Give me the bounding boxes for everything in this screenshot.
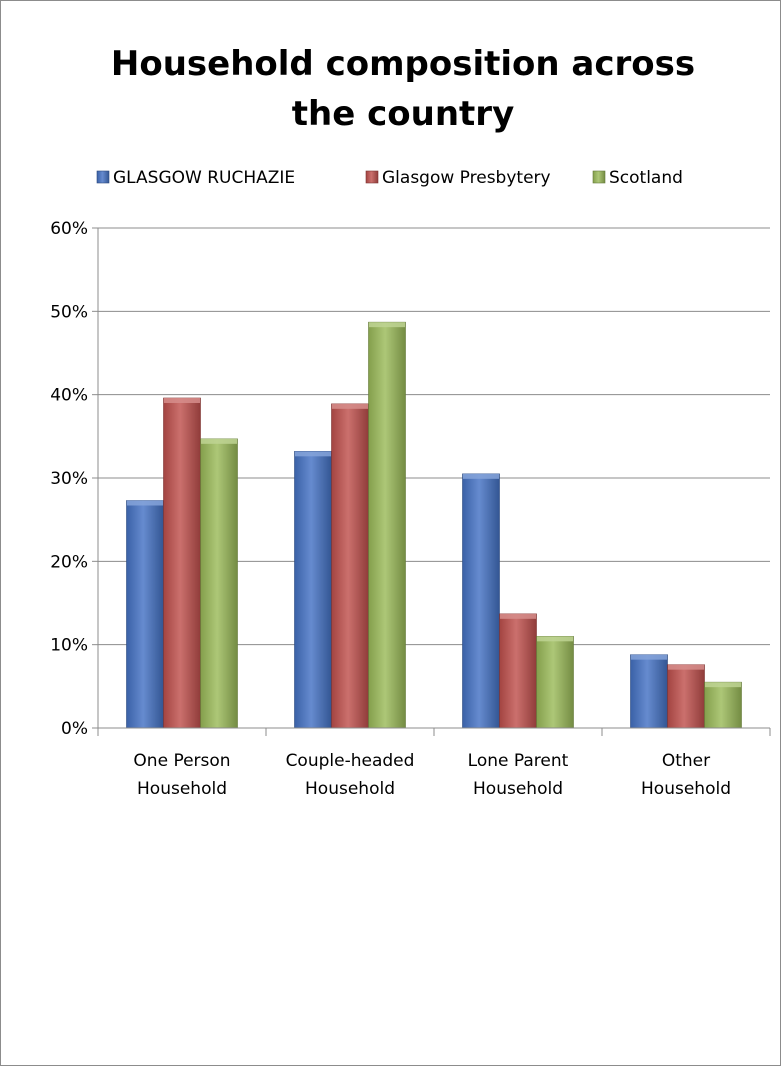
y-tick-label: 20%	[50, 552, 88, 572]
x-tick-label: One Person	[133, 751, 230, 771]
bar-top-highlight	[705, 682, 741, 688]
x-tick-label: Household	[305, 779, 395, 799]
x-tick-label: Household	[641, 779, 731, 799]
bar-top-highlight	[631, 654, 667, 660]
bar	[499, 613, 537, 729]
legend-label: Scotland	[609, 168, 683, 188]
x-tick-label: Household	[137, 779, 227, 799]
y-tick-label: 10%	[50, 636, 88, 656]
chart-title: Household composition across the country	[111, 44, 695, 134]
x-axis: One Person Household Couple-headed Househol…	[97, 727, 771, 799]
y-tick-label: 50%	[50, 302, 88, 322]
y-tick-label: 60%	[50, 219, 88, 239]
legend-swatch	[592, 170, 606, 184]
x-tick-label: Other	[662, 751, 710, 771]
bar	[667, 664, 705, 729]
y-axis: 0% 10% 20% 30% 40% 50% 60%	[50, 219, 99, 739]
legend-label: GLASGOW RUCHAZIE	[113, 168, 295, 188]
bar	[536, 636, 574, 729]
bar	[126, 500, 164, 729]
bar-top-highlight	[295, 451, 331, 457]
legend-swatch	[365, 170, 379, 184]
bar	[200, 438, 238, 729]
y-tick-label: 40%	[50, 386, 88, 406]
bar	[294, 451, 332, 729]
bar-top-highlight	[164, 398, 200, 403]
bar-top-highlight	[127, 500, 163, 506]
bar-top-highlight	[500, 613, 536, 619]
x-tick-label: Household	[473, 779, 563, 799]
bar	[704, 681, 742, 729]
bar-top-highlight	[463, 473, 499, 479]
y-tick-label: 0%	[61, 719, 88, 739]
bar	[163, 397, 201, 729]
bar-top-highlight	[201, 438, 237, 444]
legend-label: Glasgow Presbytery	[382, 168, 551, 188]
bar-top-highlight	[668, 664, 704, 670]
x-tick-label: Lone Parent	[468, 751, 569, 771]
bar	[630, 654, 668, 729]
bar-top-highlight	[537, 636, 573, 642]
x-tick-label: Couple-headed	[286, 751, 415, 771]
legend-swatch	[96, 170, 110, 184]
chart-title-line-2: the country	[292, 94, 514, 134]
bar	[331, 403, 369, 729]
bar	[368, 321, 406, 729]
bar-top-highlight	[332, 403, 368, 409]
chart-title-line-1: Household composition across	[111, 44, 695, 84]
legend: GLASGOW RUCHAZIE Glasgow Presbytery Scotla…	[96, 168, 683, 188]
bars	[126, 321, 742, 729]
bar	[462, 473, 500, 729]
bar-top-highlight	[369, 322, 405, 328]
y-tick-label: 30%	[50, 469, 88, 489]
